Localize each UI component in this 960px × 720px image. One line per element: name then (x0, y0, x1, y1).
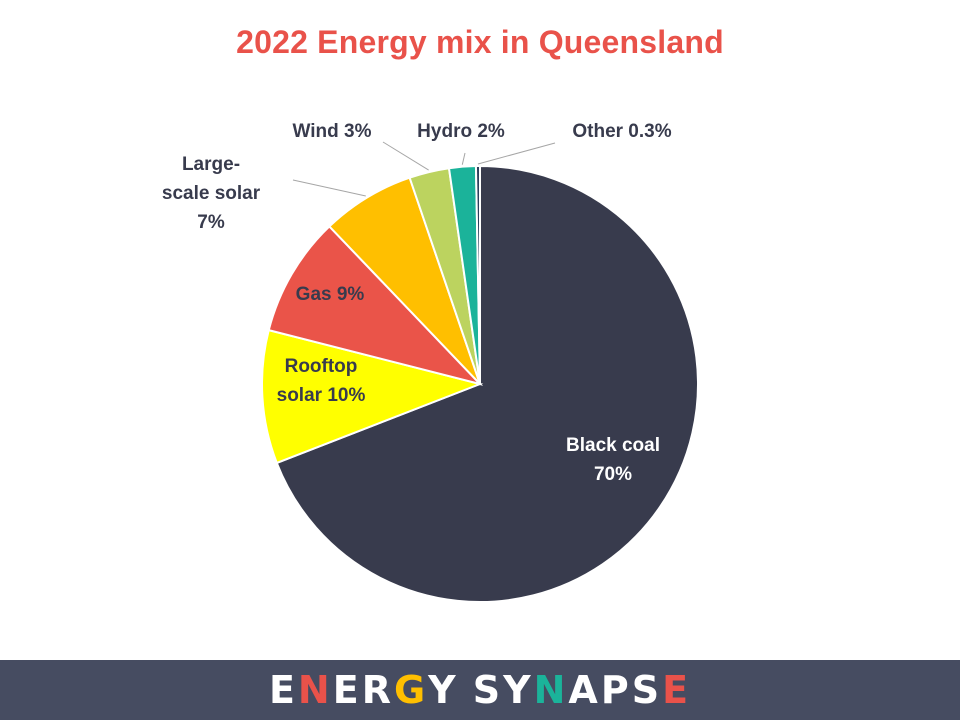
brand-letter (459, 668, 473, 712)
data-label-other: Other 0.3% (572, 121, 671, 142)
data-label-large-scale-solar: Large-scale solar 7% (162, 154, 261, 233)
leader-line-wind (382, 141, 429, 171)
data-label-gas: Gas 9% (296, 284, 365, 305)
brand-letter: N (533, 668, 569, 712)
pie-slice-other (474, 164, 481, 385)
leader-line-other (477, 142, 556, 165)
pie-slice-gas (267, 225, 484, 386)
brand-logo: ENERGY SYNAPSE (269, 668, 691, 712)
brand-letter: R (361, 668, 394, 712)
leader-line-large-scale-solar (292, 179, 366, 197)
brand-letter: E (332, 668, 362, 712)
brand-letter: A (568, 668, 601, 712)
brand-letter: P (600, 668, 632, 712)
brand-letter: Y (503, 668, 534, 712)
pie-slice-black-coal (275, 164, 699, 603)
data-label-wind: Wind 3% (293, 121, 372, 142)
pie-chart: Black coal 70% Rooftop solar 10% Gas 9% Large… (162, 121, 699, 603)
data-label-black-coal: Black coal 70% (566, 435, 660, 485)
chart-title: 2022 Energy mix in Queensland (236, 24, 724, 60)
data-label-hydro: Hydro 2% (417, 121, 505, 142)
brand-letter: E (662, 668, 692, 712)
brand-letter: S (631, 668, 663, 712)
pie-slice-rooftop-solar (261, 328, 484, 465)
brand-letter: E (268, 668, 298, 712)
data-label-rooftop-solar: Rooftop solar 10% (277, 356, 366, 406)
brand-letter: G (393, 668, 429, 712)
brand-letter: N (297, 668, 333, 712)
leader-line-hydro (461, 152, 466, 165)
brand-letter: S (472, 668, 504, 712)
footer-bar: ENERGY SYNAPSE (0, 660, 960, 720)
brand-letter: Y (428, 668, 459, 712)
